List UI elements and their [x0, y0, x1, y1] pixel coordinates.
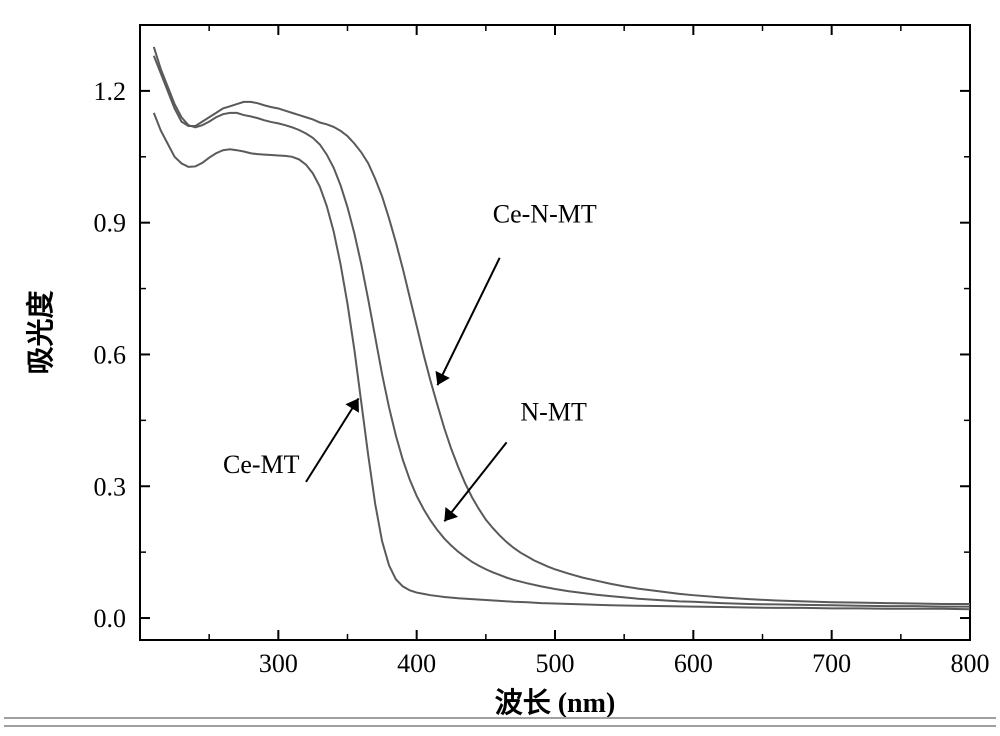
y-tick-label: 0.6 [94, 340, 127, 369]
annotation-Ce-MT: Ce-MT [223, 450, 300, 479]
chart-svg: 300 400 500 600 700 800 0.0 0.3 0.6 0.9 1.2 波长 (nm)… [0, 0, 1000, 736]
x-tick-label: 400 [397, 649, 436, 678]
x-tick-label: 500 [536, 649, 575, 678]
x-tick-label: 700 [812, 649, 851, 678]
y-tick-label: 0.0 [94, 604, 127, 633]
x-tick-label: 300 [259, 649, 298, 678]
y-axis-label: 吸光度 [25, 290, 57, 374]
annotation-N-MT: N-MT [520, 397, 587, 426]
x-axis-label: 波长 (nm) [495, 687, 616, 719]
y-tick-label: 1.2 [94, 77, 127, 106]
x-tick-label: 800 [951, 649, 990, 678]
x-tick-label: 600 [674, 649, 713, 678]
y-tick-label: 0.3 [94, 472, 127, 501]
absorbance-chart: 300 400 500 600 700 800 0.0 0.3 0.6 0.9 1.2 波长 (nm)… [0, 0, 1000, 736]
annotation-Ce-N-MT: Ce-N-MT [493, 200, 597, 229]
y-tick-label: 0.9 [94, 209, 127, 238]
